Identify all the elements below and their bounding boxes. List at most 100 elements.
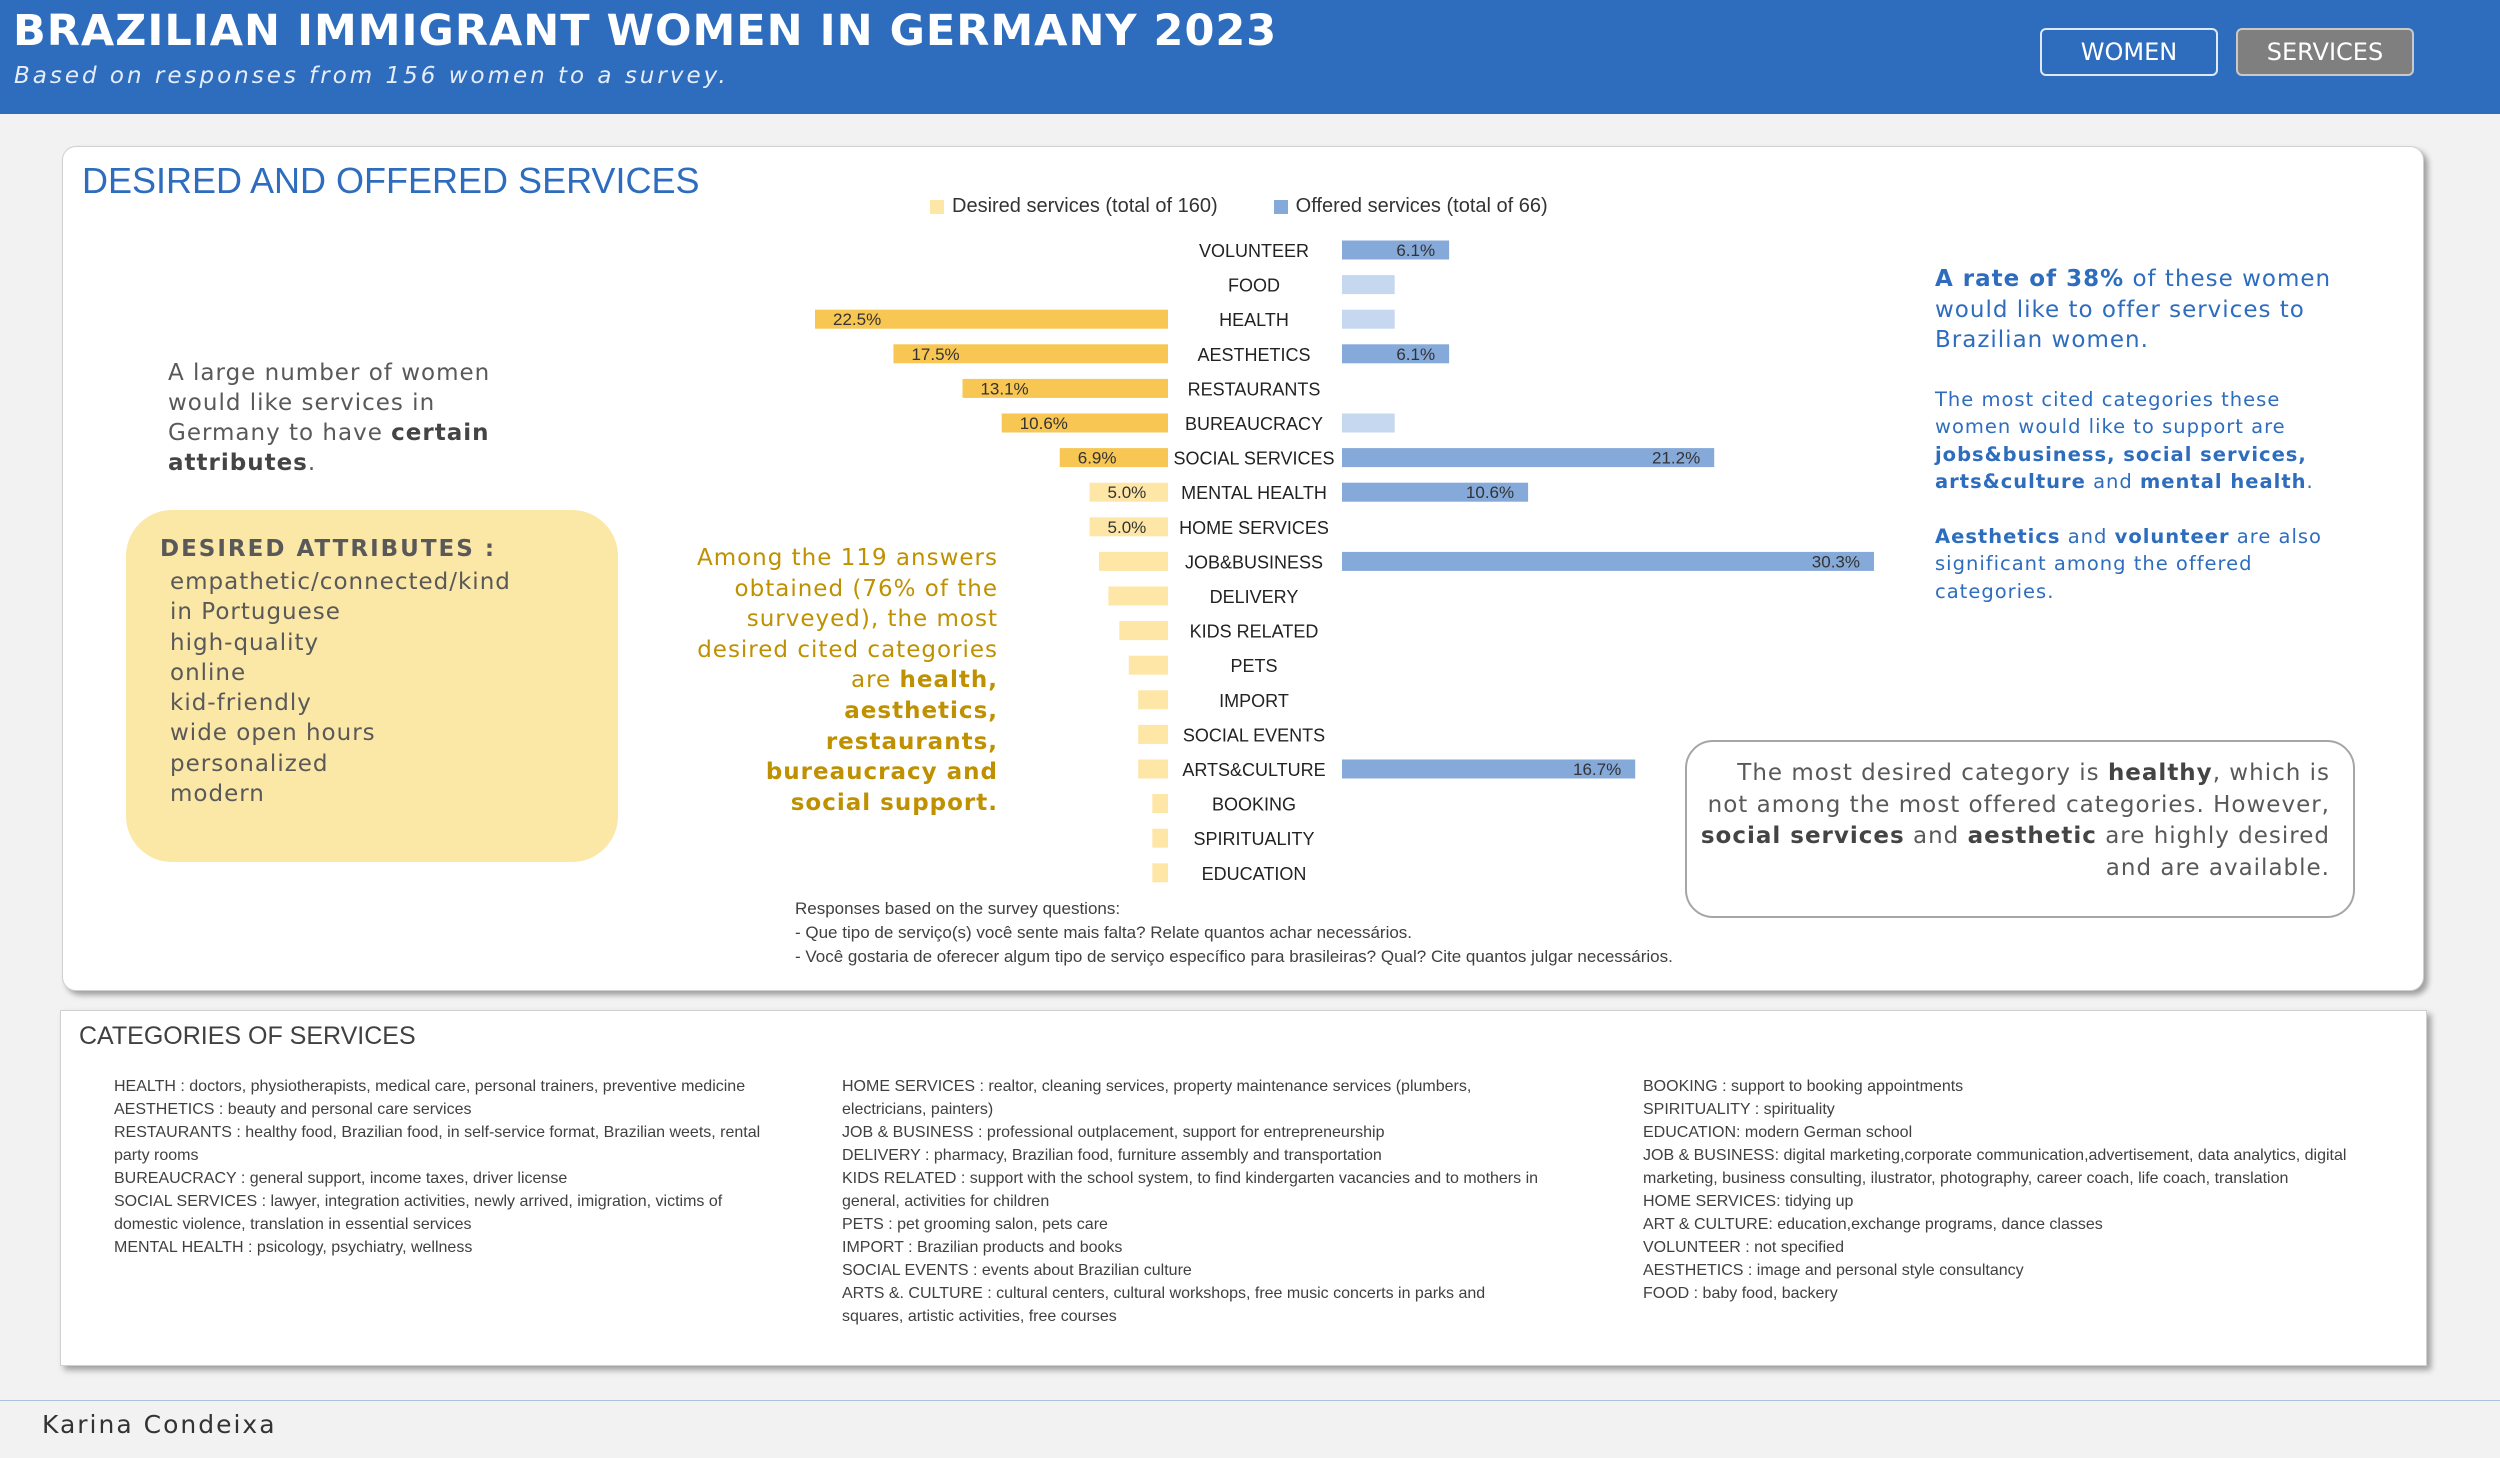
offered-sig-bold2: volunteer bbox=[2114, 524, 2230, 548]
desired-bar bbox=[893, 344, 1168, 364]
desired-bar bbox=[1138, 724, 1168, 744]
offered-bar-label: 6.1% bbox=[1396, 345, 1435, 364]
category-label: EDUCATION bbox=[1202, 864, 1307, 884]
category-label: PETS bbox=[1230, 656, 1277, 676]
offered-bar bbox=[1342, 482, 1529, 502]
attribute-item: in Portuguese bbox=[170, 599, 341, 626]
desired-bar bbox=[815, 309, 1168, 329]
offered-cats-bold2: mental health bbox=[2139, 470, 2307, 493]
offered-cats-end: . bbox=[2306, 470, 2314, 493]
desired-bar bbox=[1138, 690, 1168, 710]
category-label: SOCIAL SERVICES bbox=[1173, 449, 1334, 469]
attribute-item: empathetic/connected/kind bbox=[170, 569, 511, 595]
desired-bar-label: 5.0% bbox=[1108, 518, 1147, 537]
chart-legend: Desired services (total of 160) Offered … bbox=[930, 195, 1548, 218]
legend-offered-swatch bbox=[1273, 199, 1288, 214]
category-description: BUREAUCRACY : general support, income ta… bbox=[114, 1170, 568, 1187]
category-description: KIDS RELATED : support with the school s… bbox=[842, 1170, 1539, 1210]
offered-bar-label: 16.7% bbox=[1573, 760, 1621, 779]
category-label: SPIRITUALITY bbox=[1193, 829, 1314, 849]
category-label: VOLUNTEER bbox=[1199, 241, 1309, 261]
header-bar: BRAZILIAN IMMIGRANT WOMEN IN GERMANY 202… bbox=[0, 0, 2500, 114]
callout-text: The most desired category is healthy, wh… bbox=[1700, 758, 2330, 884]
category-description: DELIVERY : pharmacy, Brazilian food, fur… bbox=[842, 1147, 1382, 1164]
desired-bar bbox=[1138, 759, 1168, 779]
desired-bar-label: 10.6% bbox=[1020, 414, 1068, 433]
page-subtitle: Based on responses from 156 women to a s… bbox=[14, 63, 729, 89]
category-description: ARTS &. CULTURE : cultural centers, cult… bbox=[842, 1285, 1486, 1325]
category-description: SOCIAL EVENTS : events about Brazilian c… bbox=[842, 1262, 1192, 1279]
survey-note-line: - Você gostaria de oferecer algum tipo d… bbox=[795, 947, 1673, 966]
desired-note-text: Among the 119 answers obtained (76% of t… bbox=[696, 545, 998, 694]
category-description: MENTAL HEALTH : psicology, psychiatry, w… bbox=[114, 1239, 473, 1256]
category-description: PETS : pet grooming salon, pets care bbox=[842, 1216, 1108, 1233]
callout-b3: aesthetic bbox=[1967, 823, 2097, 849]
category-description: VOLUNTEER : not specified bbox=[1643, 1239, 1844, 1256]
desired-bar bbox=[1059, 448, 1168, 468]
section-title: DESIRED AND OFFERED SERVICES bbox=[82, 160, 700, 201]
desired-bar bbox=[1152, 863, 1168, 883]
services-tab-button[interactable]: SERVICES bbox=[2236, 28, 2414, 76]
category-label: RESTAURANTS bbox=[1188, 379, 1321, 399]
attributes-list: empathetic/connected/kind in Portuguese hi… bbox=[170, 567, 511, 809]
category-label: JOB&BUSINESS bbox=[1185, 552, 1323, 572]
desired-bar-label: 6.9% bbox=[1078, 449, 1117, 468]
category-description: SOCIAL SERVICES : lawyer, integration ac… bbox=[114, 1193, 723, 1233]
categories-panel bbox=[60, 1010, 2427, 1366]
category-label: HOME SERVICES bbox=[1179, 518, 1329, 538]
category-description: AESTHETICS : image and personal style co… bbox=[1643, 1262, 2024, 1279]
offered-note-rate: A rate of 38% of these women would like … bbox=[1935, 264, 2335, 356]
offered-bar-label: 6.1% bbox=[1396, 241, 1435, 260]
women-tab-button[interactable]: WOMEN bbox=[2040, 28, 2218, 76]
desired-bar-label: 17.5% bbox=[911, 345, 959, 364]
desired-bar-label: 13.1% bbox=[980, 379, 1028, 398]
attribute-item: modern bbox=[170, 781, 265, 808]
category-description: SPIRITUALITY : spirituality bbox=[1643, 1101, 1835, 1118]
survey-note-line: Responses based on the survey questions: bbox=[795, 899, 1121, 918]
callout-t3: and bbox=[1913, 823, 1960, 849]
category-description: BOOKING : support to booking appointment… bbox=[1643, 1078, 1964, 1095]
category-label: BUREAUCRACY bbox=[1185, 414, 1323, 434]
attribute-item: personalized bbox=[170, 750, 329, 777]
offered-note-categories: The most cited categories these women wo… bbox=[1935, 386, 2335, 496]
offered-cats-text: The most cited categories these women wo… bbox=[1935, 387, 2286, 439]
categories-column-3: BOOKING : support to booking appointment… bbox=[1643, 1075, 2363, 1305]
desired-bar bbox=[962, 378, 1168, 398]
desired-bar bbox=[1152, 794, 1168, 814]
category-description: FOOD : baby food, backery bbox=[1643, 1285, 1838, 1302]
survey-notes: Responses based on the survey questions:… bbox=[795, 897, 1673, 969]
butterfly-bar-chart: VOLUNTEER 6.1% FOOD HEALTH 22.5% AESTHETICS 17… bbox=[815, 240, 1874, 884]
offered-bar bbox=[1342, 413, 1395, 433]
category-label: ARTS&CULTURE bbox=[1182, 760, 1325, 780]
legend-desired-swatch bbox=[930, 199, 944, 214]
attribute-item: wide open hours bbox=[170, 720, 376, 747]
desired-bar bbox=[1108, 586, 1168, 606]
callout-t4: are highly desired and are available. bbox=[2105, 823, 2330, 881]
offered-cats-bold1: jobs&business, social services, arts&cul… bbox=[1935, 442, 2307, 494]
category-label: AESTHETICS bbox=[1197, 345, 1310, 365]
desired-bar bbox=[1089, 517, 1168, 537]
callout-b1: healthy bbox=[2107, 760, 2213, 786]
offered-bar bbox=[1342, 309, 1395, 329]
offered-rate-text: of these women would like to offer servi… bbox=[1935, 266, 2332, 353]
category-description: RESTAURANTS : healthy food, Brazilian fo… bbox=[114, 1124, 761, 1164]
category-label: BOOKING bbox=[1212, 795, 1296, 815]
callout-t1: The most desired category is bbox=[1737, 760, 2100, 786]
offered-sig-text: are also significant among the offered c… bbox=[1935, 524, 2322, 603]
desired-bar bbox=[1128, 655, 1168, 675]
offered-bar-label: 30.3% bbox=[1812, 552, 1860, 571]
offered-bar bbox=[1342, 275, 1395, 295]
desired-bar bbox=[1098, 551, 1168, 571]
intro-text-part1: A large number of women would like servi… bbox=[168, 360, 491, 446]
category-description: HOME SERVICES : realtor, cleaning servic… bbox=[842, 1078, 1472, 1118]
desired-bar bbox=[1089, 482, 1168, 502]
desired-note-bold: health, aesthetics, restaurants, bureauc… bbox=[765, 667, 998, 816]
intro-text: A large number of women would like servi… bbox=[168, 358, 548, 478]
page-title: BRAZILIAN IMMIGRANT WOMEN IN GERMANY 202… bbox=[13, 6, 1278, 56]
categories-title: CATEGORIES OF SERVICES bbox=[79, 1022, 416, 1050]
footer-divider bbox=[0, 1400, 2500, 1401]
offered-note: A rate of 38% of these women would like … bbox=[1935, 264, 2335, 605]
offered-bar bbox=[1342, 240, 1450, 260]
callout-t2: , which is not among the most offered ca… bbox=[1707, 760, 2330, 818]
category-label: HEALTH bbox=[1219, 310, 1289, 330]
